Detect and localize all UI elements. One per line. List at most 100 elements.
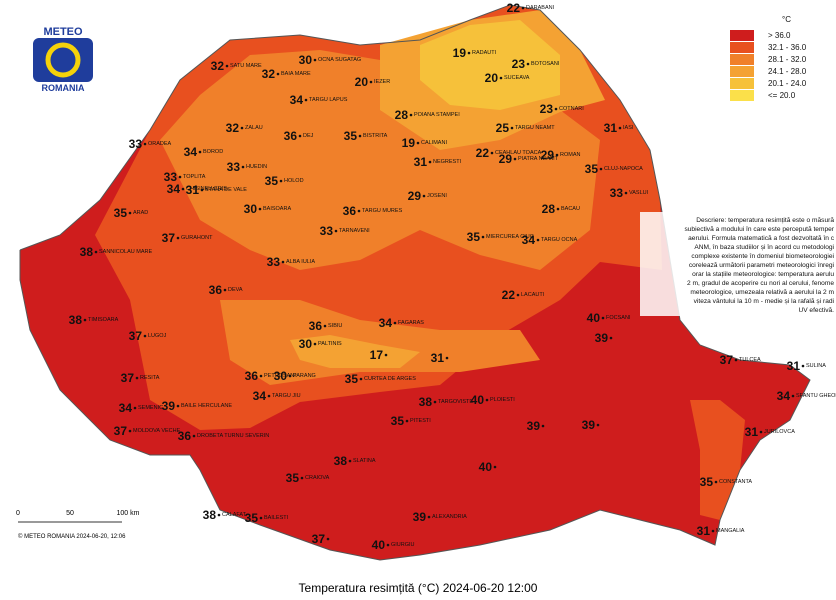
description-line: UV efectivă.: [798, 307, 834, 314]
station-dot: [133, 406, 137, 410]
station-value: 34: [167, 182, 181, 196]
station-value: 35: [245, 511, 259, 525]
station-dot: [714, 480, 718, 484]
description-line: 2 m, gradul de acoperire cu nori al ceru…: [687, 280, 834, 287]
station-dot: [225, 64, 229, 68]
station-value: 31: [186, 183, 200, 197]
station-name: ROMAN: [560, 152, 581, 158]
station-value: 34: [522, 233, 536, 247]
station-dot: [369, 80, 373, 84]
station-name: MANGALIA: [716, 528, 745, 534]
station-name: RESITA: [140, 375, 160, 381]
station-name: BOROD: [203, 149, 223, 155]
station-name: SFANTU GHEORGHE: [796, 393, 836, 399]
stations: 22 DARABANI 19 RADAUTI 23 BOTOSANI 20 SUCEAVA 32…: [69, 1, 836, 552]
station-value: 31: [745, 425, 759, 439]
scale-label: 0: [16, 510, 20, 517]
station-name: DEVA: [228, 287, 243, 293]
station-value: 30: [299, 53, 313, 67]
station-dot: [281, 260, 285, 264]
station-name: BAILE HERCULANE: [181, 403, 232, 409]
station-dot: [445, 356, 449, 360]
station-name: BOTOSANI: [531, 61, 560, 67]
station-dot: [334, 229, 338, 233]
station-name: TARNAVENI: [339, 228, 370, 234]
regions: [19, 4, 811, 561]
station-dot: [359, 377, 363, 381]
station-value: 32: [211, 59, 225, 73]
station-name: TULCEA: [739, 357, 761, 363]
station-dot: [241, 165, 245, 169]
station-name: PLOIESTI: [490, 397, 515, 403]
station-value: 37: [121, 371, 135, 385]
station-value: 31: [787, 359, 801, 373]
station-dot: [288, 374, 292, 378]
station-name: GURAHONT: [181, 235, 213, 241]
station-value: 28: [542, 202, 556, 216]
station-name: ORADEA: [148, 141, 172, 147]
station-name: TARGU JIU: [272, 393, 301, 399]
station-value: 33: [610, 186, 624, 200]
station-name: SLATINA: [353, 458, 376, 464]
station-name: TARGU OCNA: [541, 237, 578, 243]
station-dot: [348, 459, 352, 463]
station-dot: [422, 194, 426, 198]
legend-label: 32.1 - 36.0: [768, 43, 807, 52]
station-name: COTNARI: [559, 106, 584, 112]
station-name: TOPLITA: [183, 174, 206, 180]
station-name: OCNA SUGATAG: [318, 57, 361, 63]
station-value: 33: [320, 224, 334, 238]
station-value: 39: [527, 419, 541, 433]
station-name: IASI: [623, 125, 634, 131]
station-dot: [357, 209, 361, 213]
station-value: 39: [582, 418, 596, 432]
station-value: 36: [209, 283, 223, 297]
description-line: Descriere: temperatura resimțită este o …: [696, 217, 834, 224]
station-name: SULINA: [806, 363, 826, 369]
station-name: HUEDIN: [246, 164, 267, 170]
station-dot: [759, 430, 763, 434]
logo-bottom: ROMANIA: [42, 83, 85, 93]
station-dot: [94, 250, 98, 254]
station-value: 34: [253, 389, 267, 403]
station-name: TARGU NEAMT: [515, 125, 555, 131]
station-value: 31: [604, 121, 618, 135]
station-name: SATU MARE: [230, 63, 262, 69]
station-name: ALBA IULIA: [286, 259, 315, 265]
station-dot: [526, 62, 530, 66]
station-name: LACAUTI: [521, 292, 545, 298]
station-dot: [386, 543, 390, 547]
temperature-zone: [690, 400, 745, 520]
station-name: STANA DE VALE: [205, 187, 247, 193]
station-name: ALEXANDRIA: [432, 514, 467, 520]
station-value: 31: [697, 524, 711, 538]
station-dot: [143, 142, 147, 146]
scale-bar: 0 50 100 km: [16, 510, 140, 523]
station-value: 35: [585, 162, 599, 176]
legend-swatch: [730, 78, 754, 89]
station-name: CHISINEU CRIS: [186, 186, 227, 192]
copyright: © METEO ROMANIA 2024-06-20, 12:06: [18, 533, 126, 540]
station-name: TARGU MURES: [362, 208, 403, 214]
station-dot: [791, 394, 795, 398]
station-name: DARABANI: [526, 5, 555, 11]
station-value: 33: [164, 170, 178, 184]
station-name: SIBIU: [328, 323, 342, 329]
station-dot: [304, 98, 308, 102]
station-dot: [240, 126, 244, 130]
station-dot: [409, 113, 413, 117]
station-value: 36: [284, 129, 298, 143]
station-value: 34: [777, 389, 791, 403]
temperature-zone: [220, 300, 540, 385]
station-dot: [178, 175, 182, 179]
station-dot: [427, 515, 431, 519]
station-dot: [405, 419, 409, 423]
station-name: CALAFAT: [222, 512, 247, 518]
station-name: VASLUI: [629, 190, 649, 196]
station-name: RADAUTI: [472, 50, 497, 56]
station-dot: [176, 404, 180, 408]
station-value: 37: [114, 424, 128, 438]
legend-swatch: [730, 30, 754, 41]
station-name: DEJ: [303, 133, 314, 139]
